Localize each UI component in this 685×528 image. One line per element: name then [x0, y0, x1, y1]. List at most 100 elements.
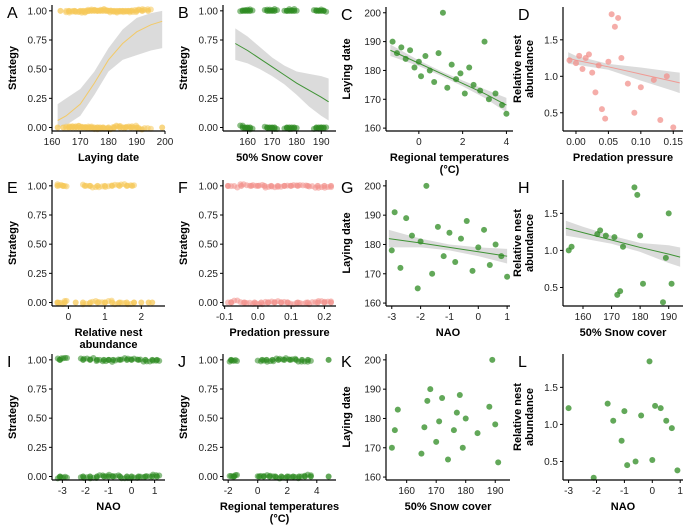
data-point: [100, 473, 107, 480]
y-tick-label: 0.00: [199, 123, 219, 134]
x-tick-label: 4: [504, 137, 510, 148]
data-point: [291, 7, 298, 14]
panel-G: G 160 170 180 190 200 -3 -2 -1 0 1 NAO Laying date: [341, 180, 510, 339]
y-axis-label-line: Strategy: [178, 45, 190, 90]
data-point: [71, 7, 78, 14]
x-tick-label: 160: [575, 312, 592, 323]
data-point: [65, 7, 72, 14]
data-point: [448, 61, 455, 68]
data-point: [631, 184, 638, 191]
data-point: [440, 253, 447, 260]
y-tick-label: 0.50: [199, 414, 219, 425]
data-point: [99, 124, 106, 131]
x-tick-label: -1: [104, 486, 113, 497]
data-point: [585, 51, 592, 58]
y-axis-label-line: Strategy: [178, 220, 190, 265]
data-point: [54, 299, 61, 306]
x-tick-label: 1: [152, 486, 158, 497]
y-tick-label: 180: [364, 414, 381, 425]
data-point: [431, 78, 438, 85]
x-tick-label: 0.05: [599, 137, 619, 148]
data-point: [620, 243, 626, 250]
data-point: [110, 473, 117, 480]
data-point: [94, 182, 101, 189]
y-tick-label: 0.25: [28, 94, 48, 105]
y-tick-label: 0.00: [199, 472, 219, 483]
panel-letter: D: [518, 7, 530, 24]
data-point: [304, 182, 311, 189]
x-tick-label: 180: [288, 137, 305, 148]
x-axis-label: Predation pressure: [229, 327, 329, 339]
data-point: [634, 191, 641, 198]
data-point: [597, 227, 604, 234]
y-tick-label: 1.00: [199, 355, 219, 366]
data-point: [268, 182, 275, 189]
x-axis-label-line: abundance: [79, 339, 137, 351]
y-tick-label: 1.00: [28, 6, 48, 17]
x-tick-label: 0: [255, 486, 261, 497]
data-point: [415, 58, 422, 65]
y-axis-label-line: Strategy: [7, 45, 19, 90]
data-point: [105, 473, 112, 480]
data-point: [403, 215, 410, 222]
data-point: [259, 356, 266, 363]
data-point: [123, 299, 130, 306]
x-tick-label: 2: [139, 312, 145, 323]
data-point: [424, 397, 431, 404]
y-axis-label-line: Laying date: [341, 386, 353, 447]
y-axis-label-line: Relative nest: [512, 35, 524, 103]
data-point: [463, 218, 470, 225]
y-axis-label: Relative nestabundance: [512, 35, 536, 103]
data-point: [111, 124, 118, 131]
data-point: [128, 356, 135, 363]
y-tick-label: 160: [364, 124, 381, 135]
data-point: [57, 7, 64, 14]
data-point: [657, 405, 664, 412]
x-tick-label: 180: [100, 137, 117, 148]
x-tick-label: -0.1: [216, 312, 234, 323]
y-tick-label: 0.5: [544, 283, 558, 294]
data-point: [602, 115, 609, 122]
data-point: [60, 124, 67, 131]
data-point: [147, 125, 154, 132]
data-point: [665, 210, 672, 217]
x-tick-label: 4: [314, 486, 320, 497]
x-tick-label: 0.15: [664, 137, 684, 148]
y-tick-label: 0.5: [544, 108, 558, 119]
y-tick-label: 0.00: [28, 123, 48, 134]
data-point: [149, 473, 156, 480]
data-point: [456, 392, 463, 399]
data-point: [662, 254, 669, 261]
data-point: [228, 356, 235, 363]
y-tick-label: 200: [364, 181, 381, 192]
data-point: [269, 356, 276, 363]
x-tick-label: 160: [44, 137, 61, 148]
data-point: [299, 356, 306, 363]
data-point: [271, 7, 278, 14]
y-axis-label: Laying date: [341, 38, 353, 99]
data-point: [284, 299, 291, 306]
y-tick-label: 0.50: [28, 65, 48, 76]
data-point: [624, 462, 631, 469]
data-point: [434, 223, 441, 230]
panel-letter: C: [341, 7, 353, 24]
data-point: [605, 58, 612, 65]
y-tick-label: 180: [364, 240, 381, 251]
data-point: [131, 299, 138, 306]
data-point: [129, 182, 136, 189]
x-tick-label: 0.10: [631, 137, 651, 148]
data-point: [461, 90, 468, 97]
y-tick-label: 190: [364, 211, 381, 222]
y-tick-label: 0.50: [199, 65, 219, 76]
data-point: [459, 444, 466, 451]
x-axis-label-line: NAO: [96, 501, 121, 513]
x-axis-label-line: (°C): [270, 513, 290, 525]
data-point: [649, 456, 656, 463]
panel-D: D 0.5 1.0 1.5 0.00 0.05 0.10 0.15 Predation pres…: [512, 7, 683, 164]
x-tick-label: 160: [398, 486, 415, 497]
data-point: [281, 356, 288, 363]
x-tick-label: 0: [66, 312, 72, 323]
data-point: [504, 273, 511, 280]
data-point: [389, 38, 396, 45]
data-point: [278, 299, 285, 306]
